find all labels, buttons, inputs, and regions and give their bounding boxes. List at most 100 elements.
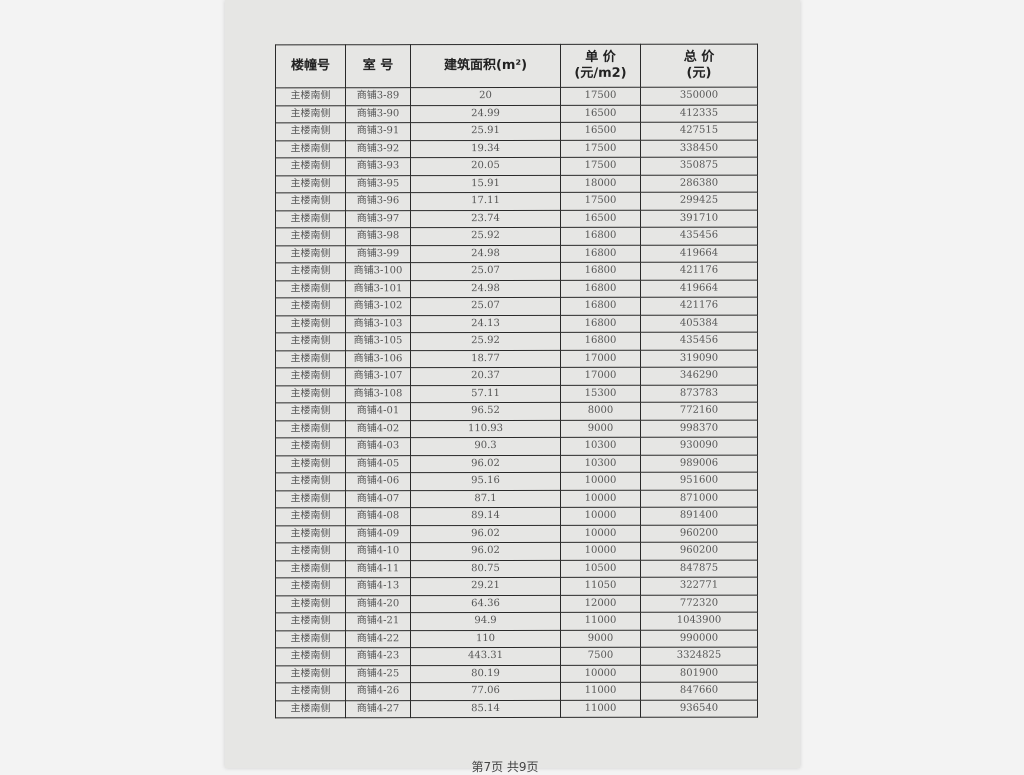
table-row: 主楼南侧 商铺3-91 25.91 16500 427515 xyxy=(275,122,758,141)
cell-col-unit-price: 17000 xyxy=(560,367,641,385)
cell-col-building: 主楼南侧 xyxy=(275,595,346,613)
cell-col-total-price: 421176 xyxy=(640,262,758,280)
cell-col-building: 主楼南侧 xyxy=(275,455,346,473)
cell-col-unit-price: 10500 xyxy=(560,559,641,578)
cell-col-building: 主楼南侧 xyxy=(275,525,346,543)
cell-col-area: 24.99 xyxy=(410,104,561,123)
cell-col-total-price: 319090 xyxy=(640,349,758,368)
table-row: 主楼南侧 商铺4-03 90.3 10300 930090 xyxy=(275,437,758,456)
cell-col-total-price: 998370 xyxy=(640,419,758,438)
table-row: 主楼南侧 商铺4-26 77.06 11000 847660 xyxy=(275,682,758,701)
cell-col-unit-price: 17500 xyxy=(560,157,641,175)
cell-col-room: 商铺3-96 xyxy=(345,192,411,211)
cell-col-total-price: 989006 xyxy=(640,454,758,473)
cell-col-total-price: 1043900 xyxy=(640,612,758,630)
cell-col-building: 主楼南侧 xyxy=(275,297,346,316)
cell-col-unit-price: 9000 xyxy=(560,419,641,438)
cell-col-total-price: 873783 xyxy=(640,384,758,403)
cell-col-area: 89.14 xyxy=(410,507,561,526)
cell-col-total-price: 419664 xyxy=(640,244,758,263)
cell-col-total-price: 960200 xyxy=(640,524,758,543)
table-row: 主楼南侧 商铺4-05 96.02 10300 989006 xyxy=(275,454,758,473)
cell-col-room: 商铺4-08 xyxy=(345,507,411,526)
cell-col-building: 主楼南侧 xyxy=(275,350,346,368)
cell-col-area: 25.91 xyxy=(410,122,561,141)
table-row: 主楼南侧 商铺3-96 17.11 17500 299425 xyxy=(275,192,758,211)
cell-col-unit-price: 16800 xyxy=(560,244,641,263)
table-row: 主楼南侧 商铺3-108 57.11 15300 873783 xyxy=(275,384,758,403)
table-row: 主楼南侧 商铺4-23 443.31 7500 3324825 xyxy=(275,647,758,666)
cell-col-building: 主楼南侧 xyxy=(275,420,346,438)
cell-col-total-price: 3324825 xyxy=(640,647,758,665)
table-row: 主楼南侧 商铺4-10 96.02 10000 960200 xyxy=(275,542,758,561)
cell-col-total-price: 286380 xyxy=(640,174,758,193)
cell-col-unit-price: 16500 xyxy=(560,104,641,123)
cell-col-room: 商铺4-22 xyxy=(345,630,411,648)
table-row: 主楼南侧 商铺3-98 25.92 16800 435456 xyxy=(275,227,758,246)
cell-col-room: 商铺3-108 xyxy=(345,385,411,403)
table-row: 主楼南侧 商铺3-100 25.07 16800 421176 xyxy=(275,262,758,281)
cell-col-building: 主楼南侧 xyxy=(275,577,346,596)
table-row: 主楼南侧 商铺3-93 20.05 17500 350875 xyxy=(275,157,758,176)
cell-col-unit-price: 10000 xyxy=(560,664,641,683)
cell-col-room: 商铺3-91 xyxy=(345,122,411,141)
cell-col-building: 主楼南侧 xyxy=(275,490,346,508)
table-row: 主楼南侧 商铺3-107 20.37 17000 346290 xyxy=(275,367,758,386)
cell-col-building: 主楼南侧 xyxy=(275,105,346,123)
cell-col-building: 主楼南侧 xyxy=(275,262,346,281)
cell-col-total-price: 930090 xyxy=(640,437,758,455)
cell-col-room: 商铺4-09 xyxy=(345,525,411,543)
cell-col-area: 110.93 xyxy=(410,419,561,438)
cell-col-building: 主楼南侧 xyxy=(275,682,346,701)
table-row: 主楼南侧 商铺4-01 96.52 8000 772160 xyxy=(275,402,758,421)
cell-col-room: 商铺3-106 xyxy=(345,350,411,368)
cell-col-area: 90.3 xyxy=(410,437,561,456)
table-row: 主楼南侧 商铺4-02 110.93 9000 998370 xyxy=(275,419,758,438)
cell-col-area: 77.06 xyxy=(410,682,561,701)
cell-col-room: 商铺3-100 xyxy=(345,262,411,281)
cell-col-area: 29.21 xyxy=(410,577,561,596)
cell-col-area: 25.07 xyxy=(410,297,561,316)
cell-col-room: 商铺3-92 xyxy=(345,140,411,158)
cell-col-building: 主楼南侧 xyxy=(275,542,346,561)
cell-col-unit-price: 11000 xyxy=(560,699,641,718)
cell-col-total-price: 405384 xyxy=(640,314,758,333)
page-number: 第7页 共9页 xyxy=(471,760,539,774)
table-row: 主楼南侧 商铺3-90 24.99 16500 412335 xyxy=(275,104,758,123)
cell-col-room: 商铺4-10 xyxy=(345,542,411,561)
table-row: 主楼南侧 商铺3-103 24.13 16800 405384 xyxy=(275,314,758,333)
cell-col-unit-price: 16800 xyxy=(560,262,641,280)
cell-col-area: 94.9 xyxy=(410,612,561,631)
cell-col-total-price: 419664 xyxy=(640,279,758,298)
cell-col-total-price: 391710 xyxy=(640,209,758,228)
cell-col-room: 商铺4-27 xyxy=(345,700,411,718)
cell-col-building: 主楼南侧 xyxy=(275,560,346,578)
cell-col-area: 80.75 xyxy=(410,559,561,578)
cell-col-unit-price: 16800 xyxy=(560,227,641,245)
cell-col-unit-price: 15300 xyxy=(560,384,641,403)
cell-col-building: 主楼南侧 xyxy=(275,647,346,666)
cell-col-building: 主楼南侧 xyxy=(275,315,346,333)
cell-col-room: 商铺4-01 xyxy=(345,402,411,421)
cell-col-area: 20.05 xyxy=(410,157,561,176)
cell-col-total-price: 350875 xyxy=(640,157,758,175)
table-row: 主楼南侧 商铺4-08 89.14 10000 891400 xyxy=(275,507,758,526)
cell-col-unit-price: 10000 xyxy=(560,472,641,490)
cell-col-room: 商铺3-107 xyxy=(345,367,411,386)
table-row: 主楼南侧 商铺4-07 87.1 10000 871000 xyxy=(275,489,758,508)
cell-col-unit-price: 11050 xyxy=(560,577,641,595)
cell-col-unit-price: 17500 xyxy=(560,87,641,105)
cell-col-room: 商铺4-06 xyxy=(345,472,411,491)
table-row: 主楼南侧 商铺3-101 24.98 16800 419664 xyxy=(275,279,758,298)
cell-col-area: 96.02 xyxy=(410,454,561,473)
cell-col-area: 96.02 xyxy=(410,524,561,543)
table-row: 主楼南侧 商铺4-20 64.36 12000 772320 xyxy=(275,594,758,613)
cell-col-unit-price: 8000 xyxy=(560,402,641,420)
cell-col-total-price: 847875 xyxy=(640,559,758,578)
cell-col-building: 主楼南侧 xyxy=(275,700,346,718)
table-row: 主楼南侧 商铺3-105 25.92 16800 435456 xyxy=(275,332,758,351)
cell-col-building: 主楼南侧 xyxy=(275,175,346,193)
table-row: 主楼南侧 商铺3-99 24.98 16800 419664 xyxy=(275,244,758,263)
price-table: 楼幢号室 号建筑面积(m²) 单 价 (元/m2) 总 价 (元) 主楼南侧 商铺3-… xyxy=(275,44,758,719)
table-row: 主楼南侧 商铺4-25 80.19 10000 801900 xyxy=(275,664,758,683)
